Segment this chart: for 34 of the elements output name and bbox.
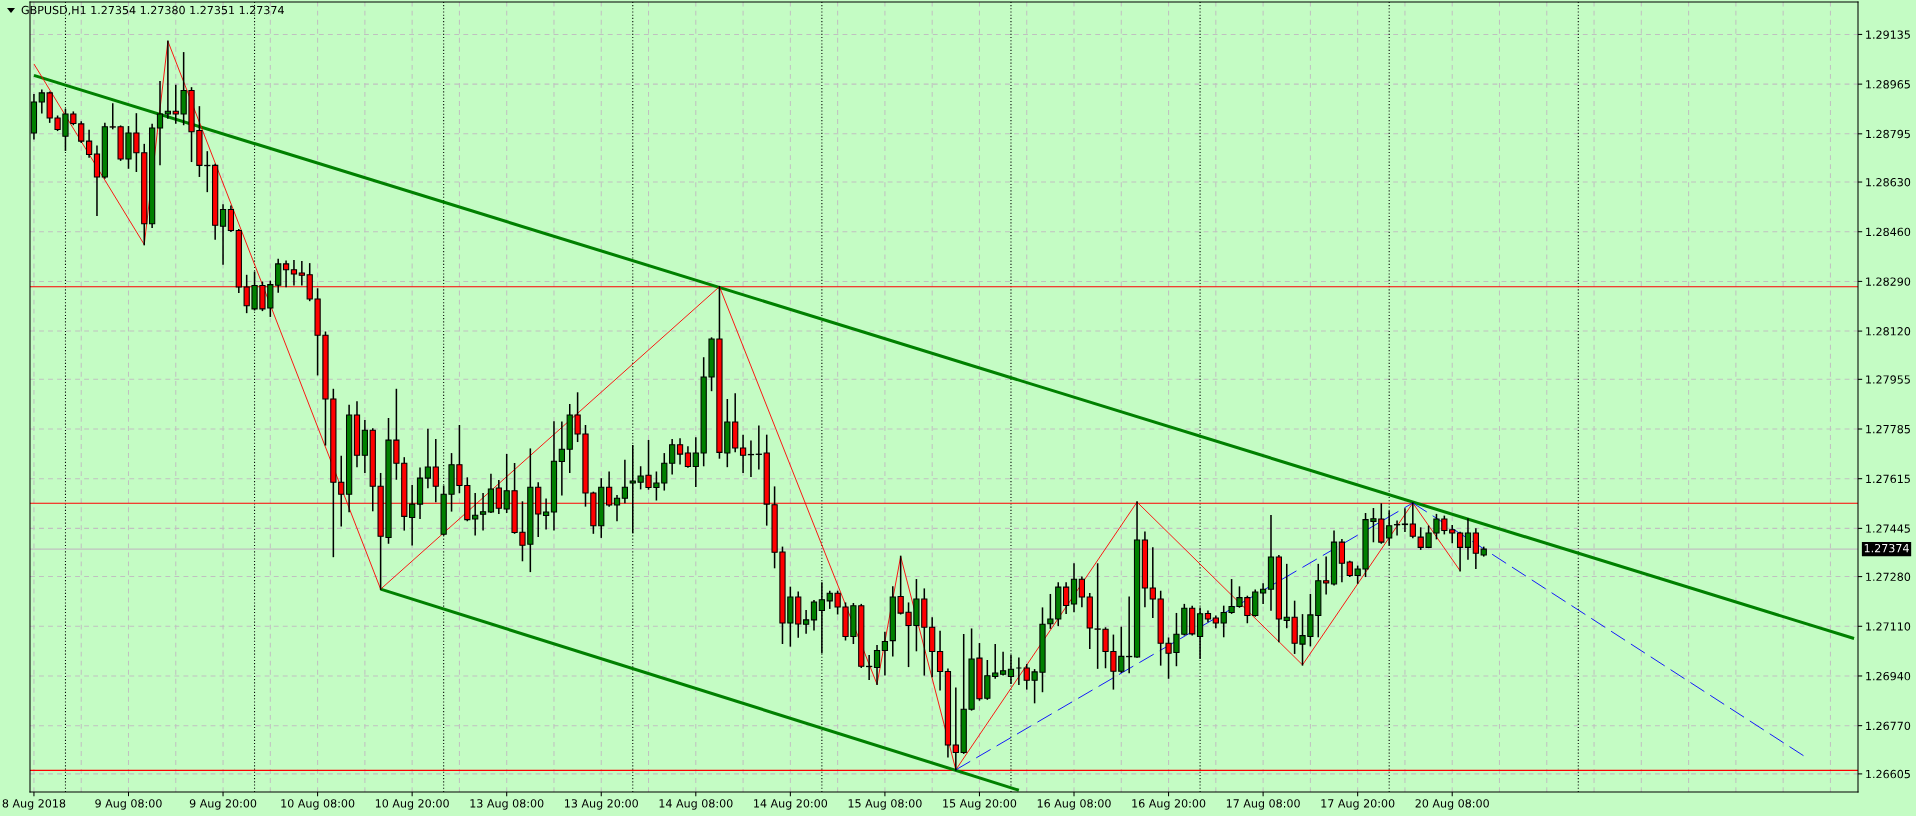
y-tick-label: 1.26605 bbox=[1866, 769, 1910, 779]
y-tick-label: 1.28630 bbox=[1866, 178, 1911, 187]
y-tick-label: 1.29135 bbox=[1866, 30, 1910, 39]
y-tick-label: 1.26770 bbox=[1866, 721, 1911, 731]
y-tick-label: 1.28120 bbox=[1866, 327, 1911, 336]
x-tick-label: 13 Aug 08:00 bbox=[470, 799, 544, 810]
y-tick-label: 1.27110 bbox=[1866, 622, 1911, 631]
x-tick-label: 8 Aug 2018 bbox=[2, 799, 66, 810]
x-tick-label: 17 Aug 20:00 bbox=[1321, 799, 1395, 810]
y-tick-label: 1.27615 bbox=[1866, 474, 1910, 484]
ref-line-label: 1.27374 bbox=[1864, 543, 1909, 553]
x-tick-label: 16 Aug 08:00 bbox=[1037, 799, 1111, 810]
y-tick-label: 1.28965 bbox=[1866, 80, 1910, 89]
x-tick-label: 9 Aug 20:00 bbox=[189, 799, 257, 810]
y-tick-label: 1.26940 bbox=[1866, 671, 1911, 681]
x-tick-label: 13 Aug 20:00 bbox=[565, 799, 638, 810]
y-tick-label: 1.27785 bbox=[1866, 424, 1910, 434]
x-tick-label: 10 Aug 20:00 bbox=[375, 799, 449, 810]
x-tick-label: 9 Aug 08:00 bbox=[95, 799, 162, 810]
y-tick-label: 1.28290 bbox=[1866, 277, 1911, 286]
x-tick-label: 14 Aug 20:00 bbox=[754, 799, 828, 810]
x-tick-label: 10 Aug 08:00 bbox=[281, 799, 355, 810]
x-tick-label: 20 Aug 08:00 bbox=[1415, 799, 1489, 810]
y-tick-label: 1.28460 bbox=[1866, 227, 1911, 237]
chart-title: GBPUSD,H1 1.27354 1.27380 1.27351 1.27374 bbox=[21, 5, 284, 16]
x-tick-label: 15 Aug 20:00 bbox=[943, 799, 1017, 810]
y-tick-label: 1.27445 bbox=[1866, 524, 1910, 533]
x-tick-label: 14 Aug 08:00 bbox=[659, 799, 733, 810]
x-tick-label: 16 Aug 20:00 bbox=[1132, 799, 1206, 810]
x-tick-label: 15 Aug 08:00 bbox=[848, 799, 922, 810]
x-tick-label: 17 Aug 08:00 bbox=[1226, 799, 1300, 810]
y-tick-label: 1.27280 bbox=[1866, 572, 1911, 581]
y-tick-label: 1.27955 bbox=[1866, 375, 1910, 384]
y-tick-label: 1.28795 bbox=[1866, 129, 1910, 139]
